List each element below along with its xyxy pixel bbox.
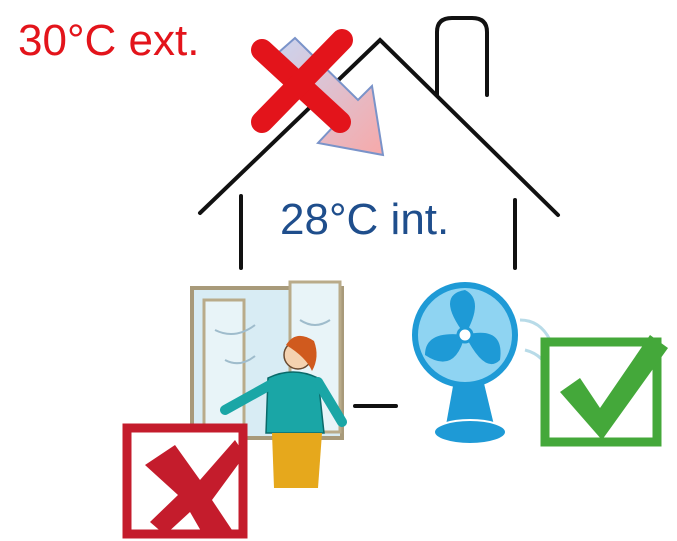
approve-box (540, 335, 668, 447)
blocked-cross (251, 29, 353, 133)
house (198, 16, 560, 408)
exterior-label: 30°C ext. (18, 16, 199, 65)
interior-label: 28°C int. (280, 195, 449, 244)
window-scene (190, 280, 347, 488)
reject-box (122, 423, 248, 539)
fan (412, 282, 552, 445)
